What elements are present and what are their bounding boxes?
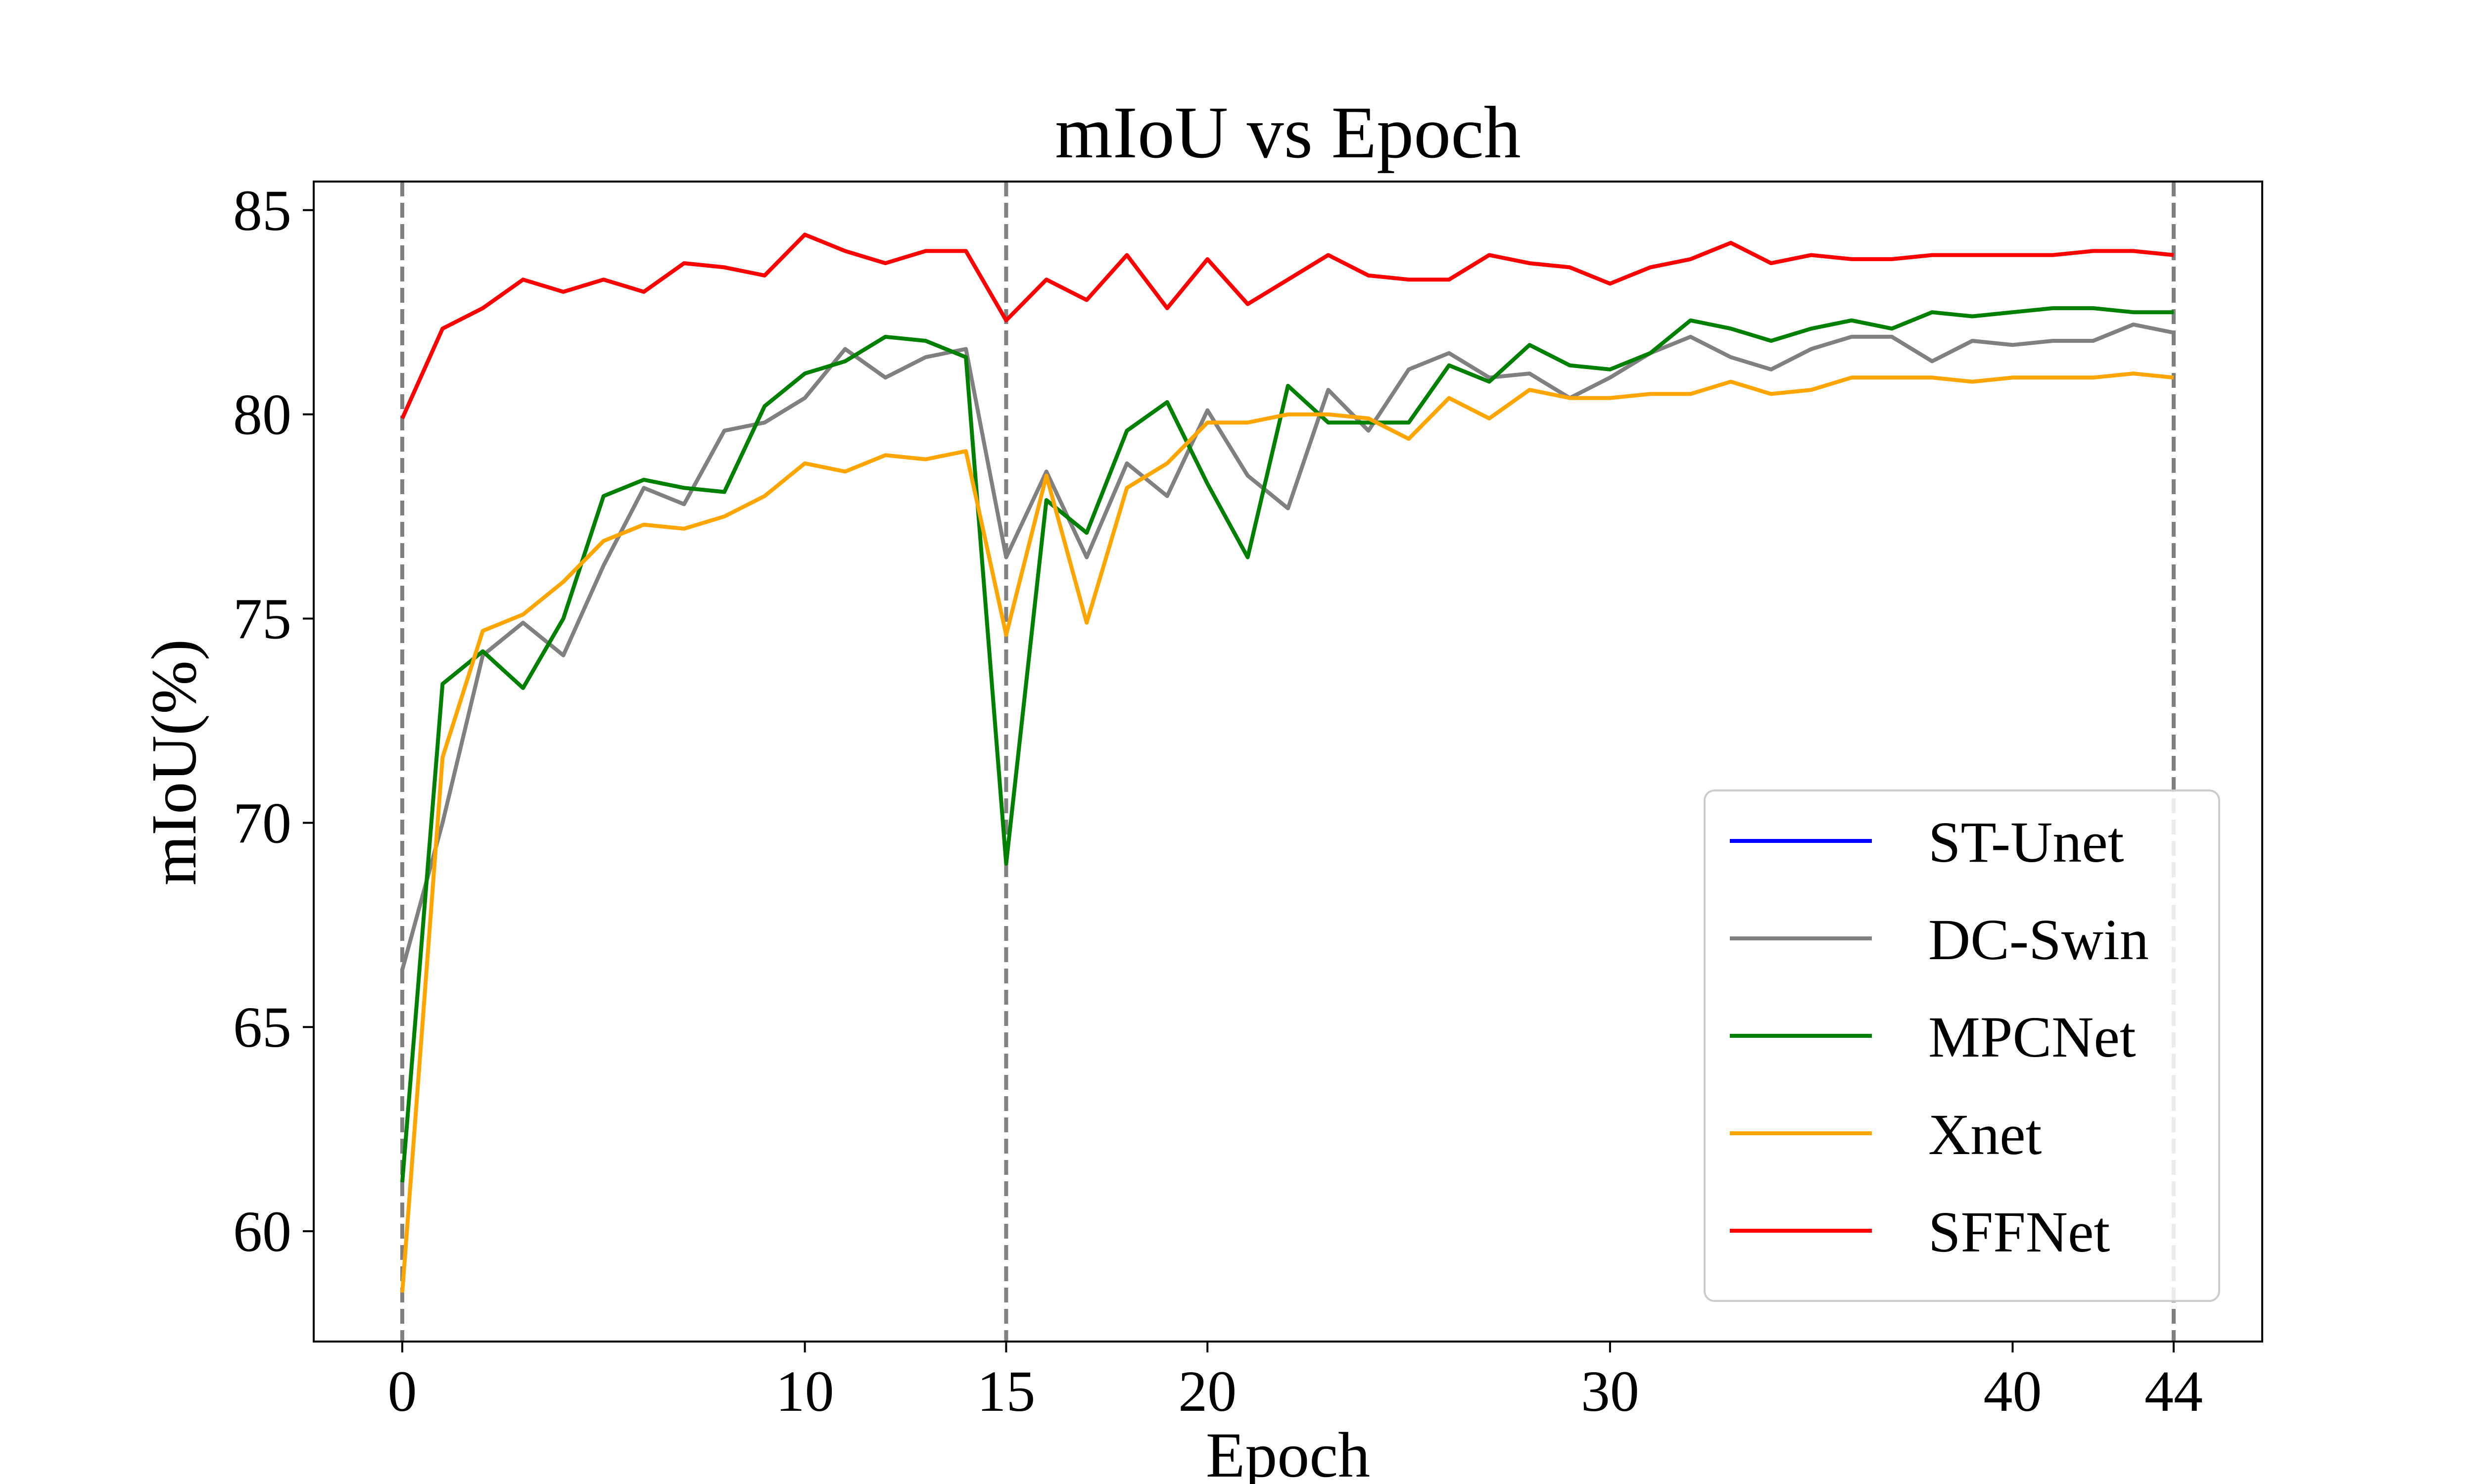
axis-ticks: 0 10 15 20 30 40 44 60 65 70 75 80 85 (233, 178, 2203, 1424)
series-line-sffnet (400, 232, 2174, 419)
x-tick-label: 0 (388, 1359, 417, 1424)
y-tick-label: 60 (233, 1199, 291, 1264)
legend-label-dc-swin: DC-Swin (1928, 907, 2149, 972)
x-tick-label: 30 (1581, 1359, 1639, 1424)
x-axis-label: Epoch (1206, 1420, 1370, 1484)
chart-title: mIoU vs Epoch (1055, 92, 1521, 174)
legend-label-sffnet: SFFNet (1928, 1200, 2110, 1264)
plot-frame (313, 181, 2263, 1343)
y-axis-label: mIoU(%) (139, 639, 210, 885)
legend: ST-Unet DC-Swin MPCNet Xnet SFFNet (1704, 789, 2220, 1302)
x-tick-label: 10 (776, 1359, 834, 1424)
y-tick-label: 80 (233, 382, 291, 447)
x-tick-label: 44 (2144, 1359, 2203, 1424)
legend-box (1704, 789, 2220, 1302)
series-lines (400, 232, 2174, 1293)
series-line-dc-swin (400, 323, 2174, 971)
y-tick-label: 75 (233, 587, 291, 651)
series-line-xnet (400, 371, 2174, 1293)
legend-label-mpcnet: MPCNet (1928, 1005, 2136, 1069)
legend-label-xnet: Xnet (1928, 1102, 2042, 1167)
y-tick-label: 70 (233, 790, 291, 855)
x-tick-label: 20 (1178, 1359, 1237, 1424)
y-tick-label: 85 (233, 178, 291, 243)
x-tick-label: 15 (977, 1359, 1035, 1424)
legend-label-st-unet: ST-Unet (1928, 810, 2124, 875)
series-line-mpcnet (400, 306, 2174, 1183)
y-tick-label: 65 (233, 995, 291, 1060)
x-tick-label: 40 (1984, 1359, 2042, 1424)
